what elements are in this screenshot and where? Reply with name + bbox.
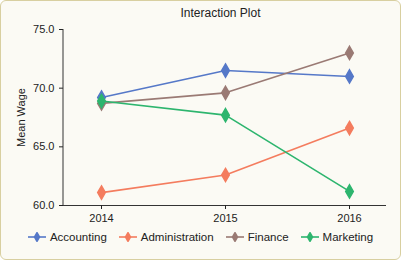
svg-text:Mean Wage: Mean Wage xyxy=(15,88,27,147)
svg-text:65.0: 65.0 xyxy=(33,140,54,152)
svg-text:75.0: 75.0 xyxy=(33,23,54,35)
html-text:Accounting: Accounting xyxy=(49,231,107,243)
svg-text:70.0: 70.0 xyxy=(33,82,54,94)
svg-text:60.0: 60.0 xyxy=(33,199,54,211)
html-text:Finance: Finance xyxy=(247,231,289,243)
svg-text:2015: 2015 xyxy=(213,212,237,224)
html-text:Marketing: Marketing xyxy=(322,231,374,243)
html-text:Interaction Plot: Interaction Plot xyxy=(180,6,261,20)
svg-text:2014: 2014 xyxy=(89,212,113,224)
svg-text:2016: 2016 xyxy=(337,212,361,224)
html-text:Administration: Administration xyxy=(140,231,214,243)
